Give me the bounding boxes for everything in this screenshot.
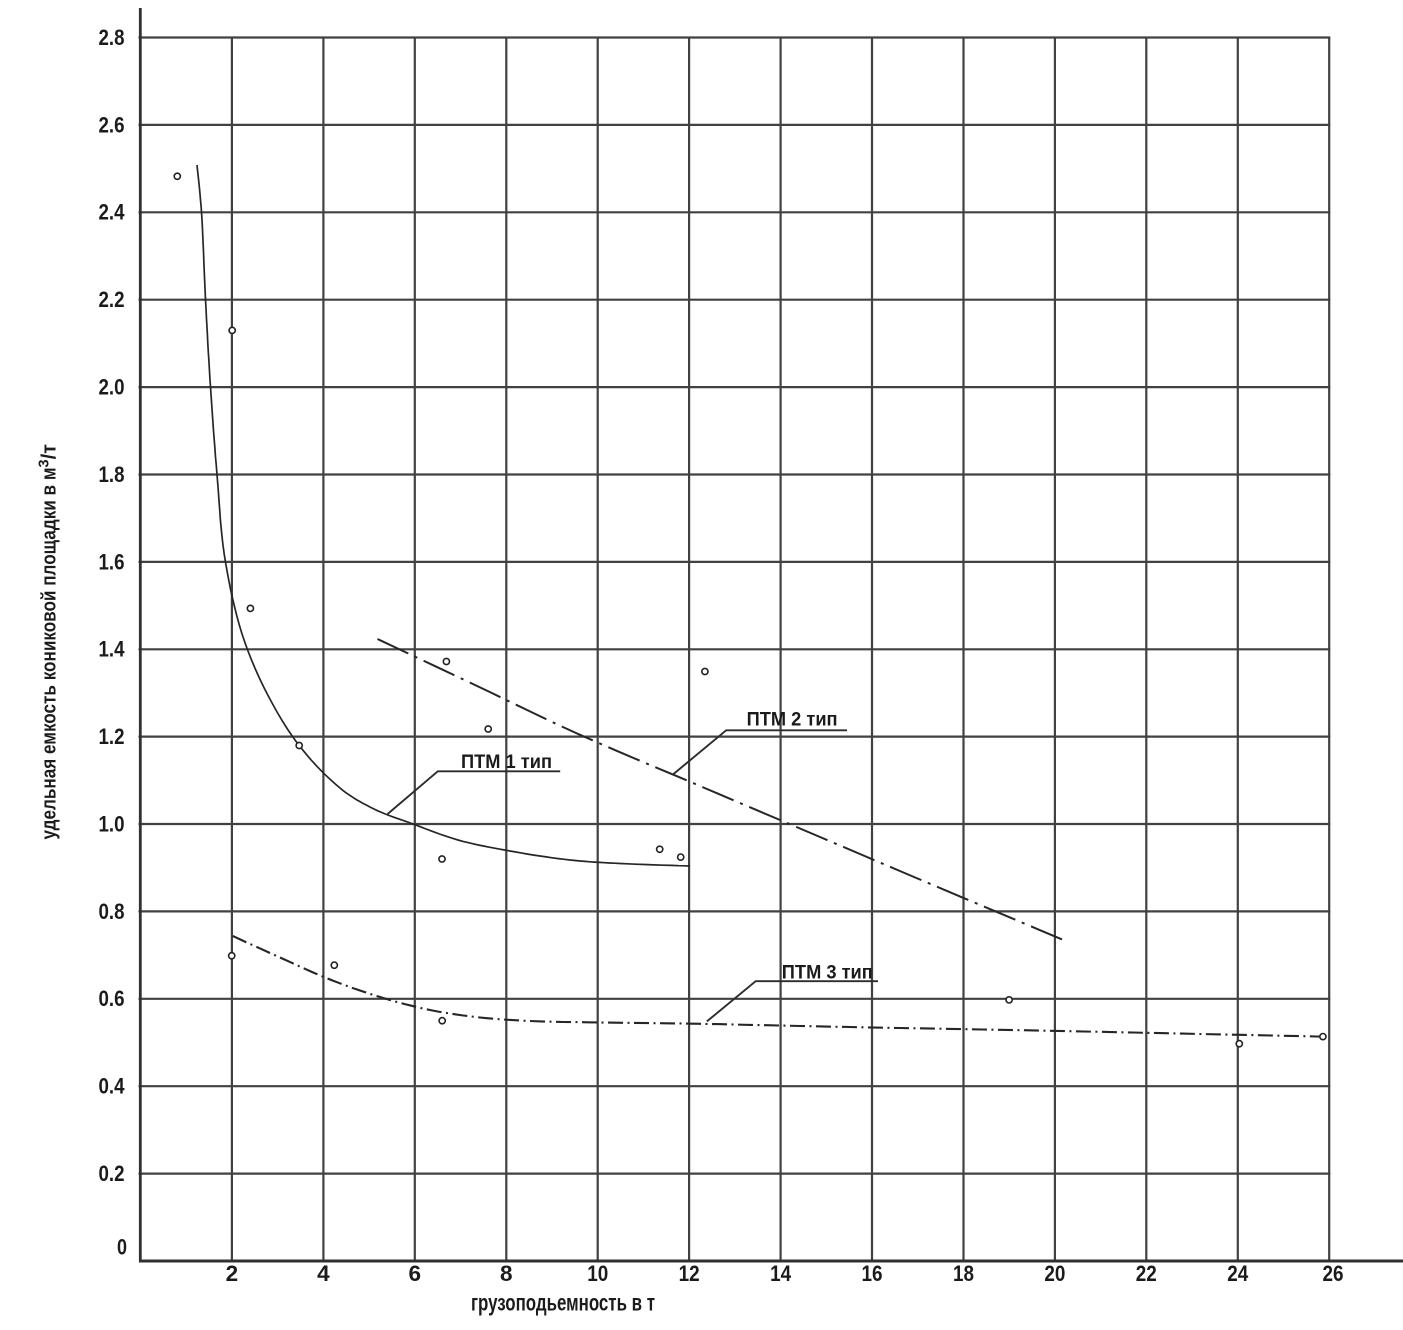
svg-text:ПТМ 1 тип: ПТМ 1 тип — [461, 752, 552, 773]
svg-text:ПТМ 3 тип: ПТМ 3 тип — [782, 962, 873, 983]
svg-text:22: 22 — [1136, 1261, 1157, 1286]
svg-text:20: 20 — [1044, 1261, 1065, 1286]
svg-text:1.4: 1.4 — [99, 637, 125, 662]
svg-text:2.4: 2.4 — [99, 200, 125, 225]
svg-text:0.8: 0.8 — [99, 899, 125, 924]
svg-text:14: 14 — [770, 1261, 791, 1286]
svg-text:16: 16 — [862, 1261, 883, 1286]
svg-text:4: 4 — [317, 1261, 330, 1286]
svg-text:2.0: 2.0 — [99, 375, 125, 400]
svg-text:0: 0 — [117, 1235, 127, 1260]
svg-text:10: 10 — [587, 1261, 608, 1286]
svg-text:грузоподьемность в т: грузоподьемность в т — [471, 1290, 655, 1316]
svg-text:6: 6 — [409, 1261, 422, 1286]
svg-text:12: 12 — [679, 1261, 700, 1286]
svg-text:2.6: 2.6 — [99, 112, 125, 137]
svg-text:24: 24 — [1227, 1261, 1248, 1286]
svg-text:8: 8 — [500, 1261, 513, 1286]
svg-text:0.2: 0.2 — [99, 1161, 125, 1186]
svg-text:1.2: 1.2 — [99, 724, 125, 749]
svg-text:1.0: 1.0 — [99, 811, 125, 836]
svg-text:ПТМ 2 тип: ПТМ 2 тип — [747, 710, 838, 731]
svg-text:26: 26 — [1323, 1261, 1344, 1286]
svg-text:1.8: 1.8 — [99, 462, 125, 487]
svg-text:18: 18 — [953, 1261, 974, 1286]
svg-text:0.4: 0.4 — [99, 1074, 125, 1099]
svg-text:удельная емкость кониковой пло: удельная емкость кониковой площадки в м3… — [37, 444, 61, 840]
svg-text:0.6: 0.6 — [99, 986, 125, 1011]
svg-text:2.8: 2.8 — [99, 25, 125, 50]
svg-text:2.2: 2.2 — [99, 287, 125, 312]
svg-text:1.6: 1.6 — [99, 549, 125, 574]
svg-text:2: 2 — [226, 1261, 239, 1286]
